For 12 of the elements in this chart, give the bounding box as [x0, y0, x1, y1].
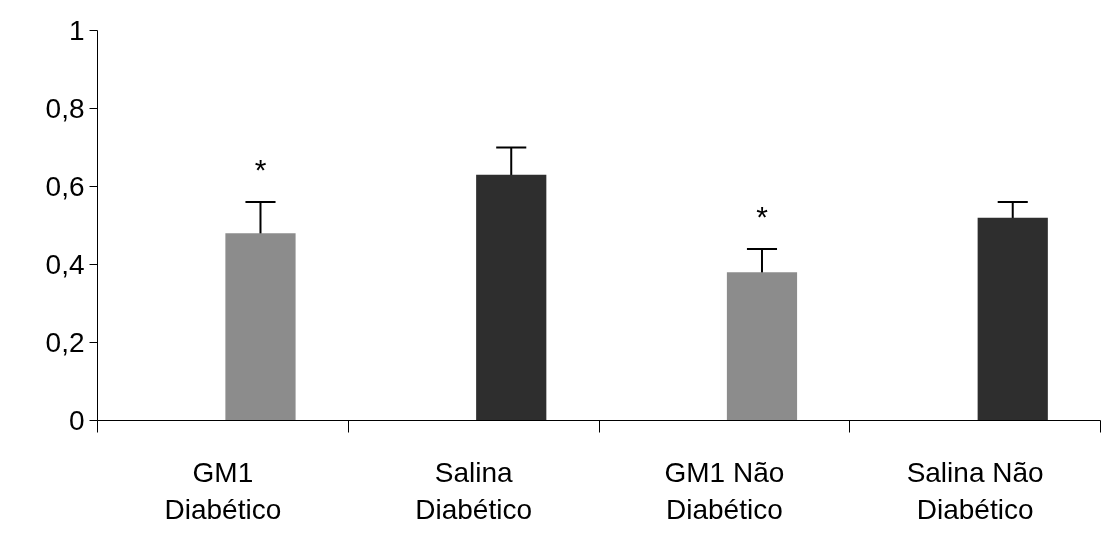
x-tick-label: Salina Não Diabético	[906, 456, 1044, 525]
y-tick-label: 0	[68, 405, 85, 436]
y-tick-label: 0,8	[45, 93, 85, 124]
x-tick-label: GM1 Diabético	[164, 456, 282, 525]
x-tick-label: GM1 Não Diabético	[664, 456, 785, 525]
y-tick-label: 0,6	[45, 171, 85, 202]
data-label: *	[254, 153, 267, 187]
y-tick-label: 1	[68, 15, 85, 46]
y-tick-label: 0,2	[45, 327, 85, 358]
y-tick-label: 0,4	[45, 249, 85, 280]
x-tick-label: Salina Diabético	[415, 456, 532, 525]
data-label: *	[756, 199, 769, 233]
